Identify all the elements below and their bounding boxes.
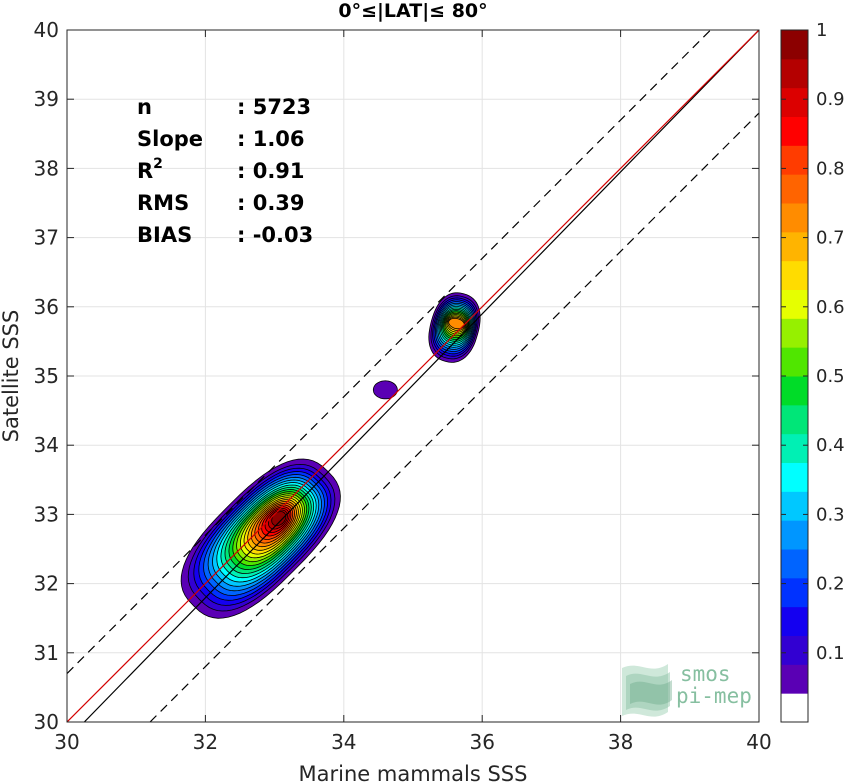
reference-line: [149, 112, 759, 722]
colorbar-tick-label: 1: [816, 20, 827, 41]
y-axis-label: Satellite SSS: [0, 310, 23, 443]
y-tick-label: 34: [34, 433, 59, 457]
y-tick-label: 39: [34, 87, 59, 111]
density-level: [271, 511, 287, 527]
stat-value: : 5723: [237, 95, 311, 119]
colorbar-segment: [781, 174, 808, 204]
logo-line-2: pi-mep: [676, 684, 752, 708]
reference-lines: [67, 30, 759, 722]
colorbar-segment: [781, 347, 808, 377]
density-level: [448, 317, 465, 330]
x-axis-label: Marine mammals SSS: [299, 762, 528, 784]
colorbar: [781, 30, 808, 723]
colorbar-segment: [781, 58, 808, 89]
logo-line-1: smos: [680, 662, 731, 686]
colorbar-segment: [781, 30, 808, 60]
colorbar-segment: [781, 664, 808, 694]
colorbar-tick-label: 0.3: [816, 504, 845, 525]
colorbar-segment: [781, 635, 808, 665]
colorbar-segment: [781, 433, 808, 463]
reference-line: [67, 30, 759, 722]
colorbar-segment: [781, 376, 808, 406]
colorbar-segment: [781, 606, 808, 636]
smos-pimep-logo: smos pi-mep: [622, 662, 752, 717]
stat-value: : -0.03: [237, 223, 313, 247]
chart-title: 0°≤|LAT|≤ 80°: [338, 0, 487, 22]
stat-value: : 1.06: [237, 127, 305, 151]
colorbar-tick-label: 0.2: [816, 574, 845, 595]
y-tick-label: 30: [34, 710, 59, 734]
colorbar-tick-label: 0.8: [816, 158, 845, 179]
colorbar-segment: [781, 116, 808, 146]
reference-line: [83, 30, 759, 722]
stat-label: RMS: [137, 191, 189, 215]
x-tick-label: 30: [54, 730, 79, 754]
colorbar-segment: [781, 462, 808, 492]
y-tick-label: 33: [34, 502, 59, 526]
stat-label: R2: [137, 156, 163, 183]
stat-label: Slope: [137, 127, 203, 151]
stat-value: : 0.91: [237, 159, 305, 183]
density-contours: [180, 292, 481, 619]
colorbar-segment: [781, 577, 808, 608]
logo-waves-icon: [622, 664, 672, 717]
x-axis-ticks: 30 32 34 36 38 40: [54, 30, 772, 754]
colorbar-segment: [781, 491, 808, 521]
colorbar-tick-label: 0.1: [816, 643, 845, 664]
colorbar-segment: [781, 404, 808, 435]
colorbar-segment: [781, 231, 808, 262]
colorbar-tick-label: 0.4: [816, 435, 845, 456]
colorbar-segment: [781, 260, 808, 290]
x-tick-label: 38: [608, 730, 633, 754]
colorbar-segment: [781, 520, 808, 550]
y-tick-label: 37: [34, 226, 59, 250]
y-tick-label: 38: [34, 156, 59, 180]
colorbar-segment: [781, 318, 808, 348]
y-tick-label: 31: [34, 641, 59, 665]
stat-label: n: [137, 95, 152, 119]
colorbar-segment: [781, 289, 808, 319]
colorbar-tick-label: 0.5: [816, 366, 845, 387]
y-tick-label: 32: [34, 572, 59, 596]
colorbar-segment: [781, 87, 808, 117]
stat-label: BIAS: [137, 223, 192, 247]
y-axis-ticks: 30 31 32 33 34 35 36 37 38 39 40: [34, 18, 759, 734]
colorbar-ticks: 0.1 0.2 0.3 0.4 0.5 0.6 0.7 0.8 0.9 1: [781, 20, 845, 664]
colorbar-tick-label: 0.7: [816, 228, 845, 249]
y-tick-label: 40: [34, 18, 59, 42]
y-tick-label: 36: [34, 295, 59, 319]
reference-line: [67, 30, 711, 674]
x-tick-label: 36: [469, 730, 494, 754]
statistics-box: n : 5723 Slope : 1.06 R2 : 0.91 RMS : 0.39 BIAS:…: [137, 95, 313, 247]
colorbar-segment: [781, 549, 808, 579]
colorbar-segment: [781, 693, 808, 723]
colorbar-segment: [781, 145, 808, 175]
stat-value: : 0.39: [237, 191, 305, 215]
colorbar-segment: [781, 203, 808, 233]
x-tick-label: 32: [193, 730, 218, 754]
y-tick-label: 35: [34, 364, 59, 388]
x-tick-label: 40: [746, 730, 771, 754]
colorbar-tick-label: 0.9: [816, 89, 845, 110]
colorbar-tick-label: 0.6: [816, 297, 845, 318]
x-tick-label: 34: [331, 730, 356, 754]
